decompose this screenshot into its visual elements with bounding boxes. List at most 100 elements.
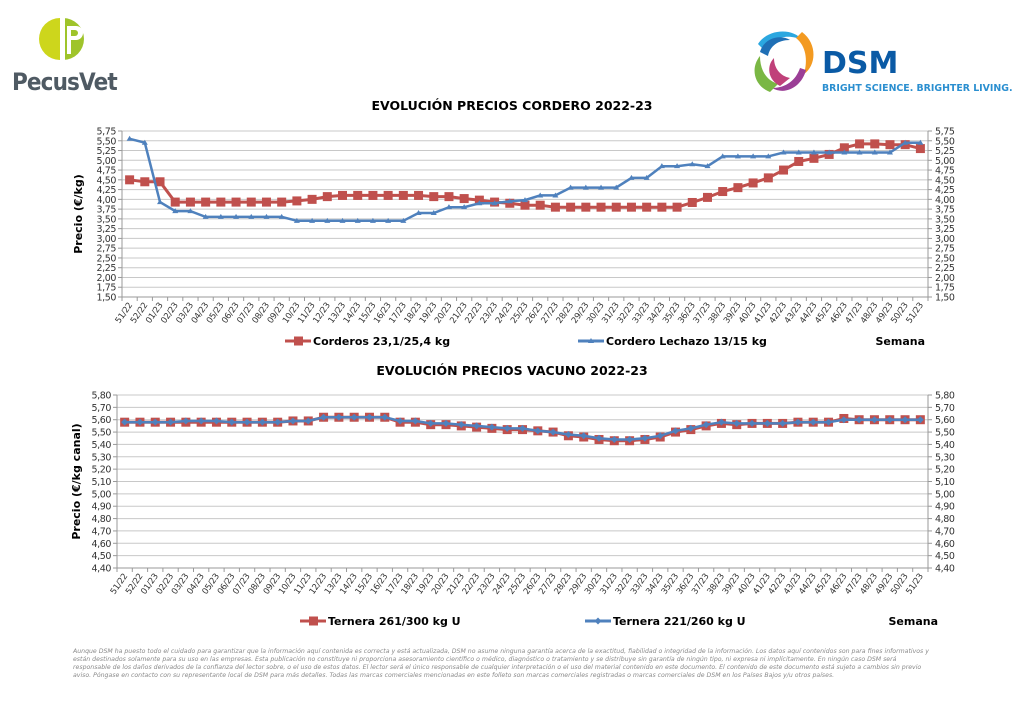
data-point-1 (258, 418, 266, 426)
data-point-1 (503, 424, 511, 432)
y-tick-label: 4,00 (96, 195, 116, 206)
data-point-0 (414, 190, 424, 200)
dsm-swirl-icon (754, 31, 814, 92)
data-point-1 (687, 424, 695, 432)
data-point-1 (491, 200, 498, 206)
data-point-0 (444, 192, 454, 202)
data-point-1 (430, 210, 437, 216)
y-tick-label: 5,80 (91, 391, 111, 402)
data-point-0 (307, 194, 317, 204)
data-point-1 (564, 431, 572, 439)
data-point-1 (415, 210, 422, 216)
dsm-tagline: BRIGHT SCIENCE. BRIGHTER LIVING. (822, 83, 1013, 94)
y-tick-label: 5,50 (96, 136, 116, 147)
y-tick-label: 5,30 (91, 452, 111, 463)
data-point-0 (839, 143, 849, 153)
dsm-logo: DSM BRIGHT SCIENCE. BRIGHTER LIVING. (750, 26, 1013, 102)
data-point-1 (656, 432, 664, 440)
data-point-1 (902, 139, 909, 145)
data-point-1 (522, 197, 528, 203)
y-tick-label: 4,60 (91, 539, 111, 550)
data-point-0 (459, 194, 469, 204)
data-point-1 (610, 435, 618, 443)
y-tick-label-right: 3,00 (935, 234, 955, 245)
y-tick-label: 3,75 (96, 205, 116, 216)
data-point-1 (167, 418, 175, 426)
legend-label-1: Ternera 221/260 kg U (613, 615, 746, 628)
legend-marker-1 (594, 617, 602, 625)
data-point-1 (870, 416, 878, 424)
y-tick-label-right: 4,40 (935, 564, 955, 575)
data-point-0 (292, 196, 302, 206)
data-point-1 (197, 417, 205, 425)
data-point-1 (598, 184, 605, 190)
data-point-1 (445, 204, 452, 210)
data-point-0 (855, 139, 865, 149)
data-point-0 (550, 202, 560, 212)
y-tick-label: 2,25 (96, 263, 116, 274)
data-point-0 (763, 173, 773, 183)
y-tick-label: 4,25 (96, 185, 116, 196)
data-point-0 (657, 202, 667, 212)
data-point-1 (674, 163, 681, 169)
data-point-0 (779, 165, 789, 175)
legend-marker-0 (309, 616, 318, 626)
data-point-1 (748, 419, 756, 427)
data-point-1 (702, 421, 710, 429)
data-point-1 (427, 419, 435, 427)
data-point-1 (763, 419, 771, 427)
chart-title: EVOLUCIÓN PRECIOS CORDERO 2022-23 (372, 98, 653, 113)
data-point-0 (398, 190, 408, 200)
data-point-1 (582, 184, 589, 190)
y-tick-label: 2,75 (96, 244, 116, 255)
data-point-1 (442, 419, 450, 427)
data-point-0 (216, 197, 226, 207)
y-tick-label: 5,70 (91, 403, 111, 414)
y-tick-label-right: 4,50 (935, 175, 955, 186)
data-point-1 (121, 418, 129, 426)
chart-vacuno: EVOLUCIÓN PRECIOS VACUNO 2022-23 4,40 4,40… (70, 363, 955, 628)
data-point-1 (628, 174, 635, 180)
data-point-0 (185, 197, 195, 207)
data-point-1 (476, 200, 483, 206)
y-tick-label-right: 5,25 (935, 146, 955, 157)
data-point-0 (809, 153, 819, 163)
data-point-1 (157, 199, 164, 205)
data-point-1 (689, 161, 696, 167)
data-point-1 (855, 416, 863, 424)
y-tick-label: 5,10 (91, 477, 111, 488)
data-point-1 (141, 139, 148, 145)
data-point-1 (794, 418, 802, 426)
x-axis-label: Semana (875, 335, 925, 348)
y-tick-label-right: 4,25 (935, 185, 955, 196)
data-point-1 (400, 217, 407, 223)
data-point-1 (172, 208, 179, 214)
data-point-1 (826, 149, 833, 155)
data-point-1 (354, 217, 361, 223)
pecusvet-logo-text: PecusVet (12, 68, 118, 96)
y-tick-label-right: 4,75 (935, 166, 955, 177)
data-point-0 (277, 197, 287, 207)
data-point-1 (278, 213, 285, 219)
y-tick-label-right: 5,00 (935, 156, 955, 167)
data-point-1 (765, 153, 772, 159)
y-tick-label-right: 2,50 (935, 253, 955, 264)
legend-label-0: Ternera 261/300 kg U (328, 615, 461, 628)
data-point-0 (566, 202, 576, 212)
y-tick-label: 4,40 (91, 564, 111, 575)
data-point-0 (702, 192, 712, 202)
data-point-1 (567, 184, 574, 190)
data-point-0 (368, 190, 378, 200)
y-tick-label: 3,25 (96, 224, 116, 235)
data-point-1 (613, 184, 620, 190)
y-tick-label-right: 3,25 (935, 224, 955, 235)
data-point-1 (381, 413, 389, 421)
y-tick-label-right: 1,75 (935, 283, 955, 294)
data-point-1 (810, 149, 817, 155)
y-tick-label: 3,50 (96, 214, 116, 225)
data-point-1 (643, 174, 650, 180)
data-point-1 (304, 417, 312, 425)
y-tick-label-right: 5,50 (935, 136, 955, 147)
data-point-1 (750, 153, 757, 159)
y-tick-label: 1,75 (96, 283, 116, 294)
